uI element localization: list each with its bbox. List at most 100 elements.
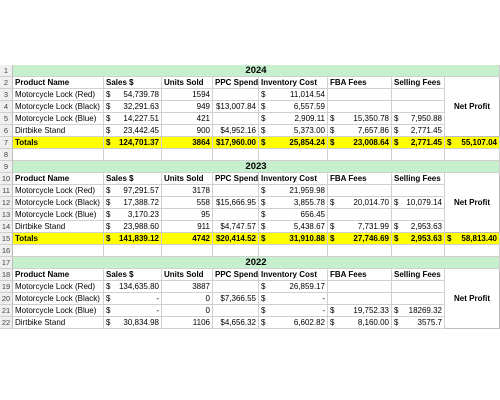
data-cell[interactable]: Motorcycle Lock (Black)	[13, 101, 104, 113]
column-header[interactable]: Units Sold	[162, 269, 213, 281]
row-number[interactable]: 4	[0, 101, 13, 113]
data-cell[interactable]	[213, 89, 259, 101]
data-cell[interactable]: $15,666.95	[213, 197, 259, 209]
row-number[interactable]: 10	[0, 173, 13, 185]
data-cell[interactable]: 421	[162, 113, 213, 125]
total-cell[interactable]: $25,854.24	[259, 137, 328, 149]
total-cell[interactable]: $55,107.04	[445, 137, 500, 149]
row-number[interactable]: 16	[0, 245, 13, 257]
data-cell[interactable]: $3575.7	[392, 317, 445, 329]
column-header[interactable]: Selling Fees	[392, 77, 445, 89]
data-cell[interactable]: $656.45	[259, 209, 328, 221]
data-cell[interactable]: $18269.32	[392, 305, 445, 317]
column-header[interactable]: Sales $	[104, 77, 162, 89]
empty-cell[interactable]	[162, 149, 213, 161]
column-header[interactable]: FBA Fees	[328, 173, 392, 185]
data-cell[interactable]: $7,731.99	[328, 221, 392, 233]
empty-cell[interactable]	[13, 149, 104, 161]
data-cell[interactable]: $23,988.60	[104, 221, 162, 233]
empty-cell[interactable]	[13, 245, 104, 257]
data-cell[interactable]: $134,635.80	[104, 281, 162, 293]
row-number[interactable]: 12	[0, 197, 13, 209]
data-cell[interactable]: $7,657.86	[328, 125, 392, 137]
empty-cell[interactable]	[328, 245, 392, 257]
total-cell[interactable]: $2,771.45	[392, 137, 445, 149]
data-cell[interactable]: Motorcycle Lock (Blue)	[13, 305, 104, 317]
data-cell[interactable]	[392, 89, 445, 101]
empty-cell[interactable]	[104, 149, 162, 161]
column-header[interactable]: Inventory Cost	[259, 173, 328, 185]
column-header[interactable]: Product Name	[13, 173, 104, 185]
data-cell[interactable]	[328, 101, 392, 113]
data-cell[interactable]: $4,952.16	[213, 125, 259, 137]
empty-cell[interactable]	[392, 149, 445, 161]
data-cell[interactable]: $30,834.98	[104, 317, 162, 329]
data-cell[interactable]: $7,950.88	[392, 113, 445, 125]
data-cell[interactable]: $6,557.59	[259, 101, 328, 113]
column-header[interactable]: Units Sold	[162, 77, 213, 89]
data-cell[interactable]: $3,170.23	[104, 209, 162, 221]
data-cell[interactable]	[328, 281, 392, 293]
year-title[interactable]: 2023	[13, 161, 500, 173]
empty-cell[interactable]	[259, 245, 328, 257]
total-cell[interactable]: 4742	[162, 233, 213, 245]
column-header[interactable]: Sales $	[104, 173, 162, 185]
data-cell[interactable]: $19,752.33	[328, 305, 392, 317]
data-cell[interactable]: Motorcycle Lock (Red)	[13, 185, 104, 197]
total-cell[interactable]: $17,960.00	[213, 137, 259, 149]
data-cell[interactable]	[213, 305, 259, 317]
row-number[interactable]: 17	[0, 257, 13, 269]
empty-cell[interactable]	[445, 245, 500, 257]
data-cell[interactable]	[328, 209, 392, 221]
data-cell[interactable]	[328, 89, 392, 101]
column-header[interactable]: PPC Spend	[213, 173, 259, 185]
data-cell[interactable]: $5,438.67	[259, 221, 328, 233]
row-number[interactable]: 9	[0, 161, 13, 173]
empty-cell[interactable]	[445, 149, 500, 161]
data-cell[interactable]: 900	[162, 125, 213, 137]
data-cell[interactable]: $4,747.57	[213, 221, 259, 233]
data-cell[interactable]: $21,959.98	[259, 185, 328, 197]
data-cell[interactable]: $4,656.32	[213, 317, 259, 329]
data-cell[interactable]: 95	[162, 209, 213, 221]
row-number[interactable]: 8	[0, 149, 13, 161]
data-cell[interactable]: Dirtbike Stand	[13, 317, 104, 329]
column-header[interactable]: Selling Fees	[392, 269, 445, 281]
data-cell[interactable]: $97,291.57	[104, 185, 162, 197]
row-number[interactable]: 15	[0, 233, 13, 245]
empty-cell[interactable]	[328, 149, 392, 161]
data-cell[interactable]	[328, 293, 392, 305]
empty-cell[interactable]	[213, 149, 259, 161]
row-number[interactable]: 1	[0, 65, 13, 77]
row-number[interactable]: 6	[0, 125, 13, 137]
total-cell[interactable]: $23,008.64	[328, 137, 392, 149]
row-number[interactable]: 21	[0, 305, 13, 317]
column-header[interactable]: Sales $	[104, 269, 162, 281]
data-cell[interactable]: Dirtbike Stand	[13, 221, 104, 233]
row-number[interactable]: 22	[0, 317, 13, 329]
data-cell[interactable]: $5,373.00	[259, 125, 328, 137]
empty-cell[interactable]	[162, 245, 213, 257]
net-profit-label[interactable]: Net Profit	[445, 173, 500, 233]
data-cell[interactable]	[392, 293, 445, 305]
net-profit-label[interactable]: Net Profit	[445, 77, 500, 137]
data-cell[interactable]	[392, 281, 445, 293]
data-cell[interactable]: $ -	[104, 293, 162, 305]
total-cell[interactable]: Totals	[13, 137, 104, 149]
data-cell[interactable]: $14,227.51	[104, 113, 162, 125]
data-cell[interactable]: $6,602.82	[259, 317, 328, 329]
empty-cell[interactable]	[213, 245, 259, 257]
total-cell[interactable]: $2,953.63	[392, 233, 445, 245]
data-cell[interactable]	[392, 209, 445, 221]
data-cell[interactable]: Motorcycle Lock (Blue)	[13, 209, 104, 221]
data-cell[interactable]	[328, 185, 392, 197]
data-cell[interactable]: $20,014.70	[328, 197, 392, 209]
data-cell[interactable]: 0	[162, 293, 213, 305]
data-cell[interactable]: $ -	[104, 305, 162, 317]
data-cell[interactable]: 3887	[162, 281, 213, 293]
total-cell[interactable]: $124,701.37	[104, 137, 162, 149]
data-cell[interactable]: $3,855.78	[259, 197, 328, 209]
data-cell[interactable]: 1106	[162, 317, 213, 329]
row-number[interactable]: 14	[0, 221, 13, 233]
data-cell[interactable]: Motorcycle Lock (Red)	[13, 281, 104, 293]
